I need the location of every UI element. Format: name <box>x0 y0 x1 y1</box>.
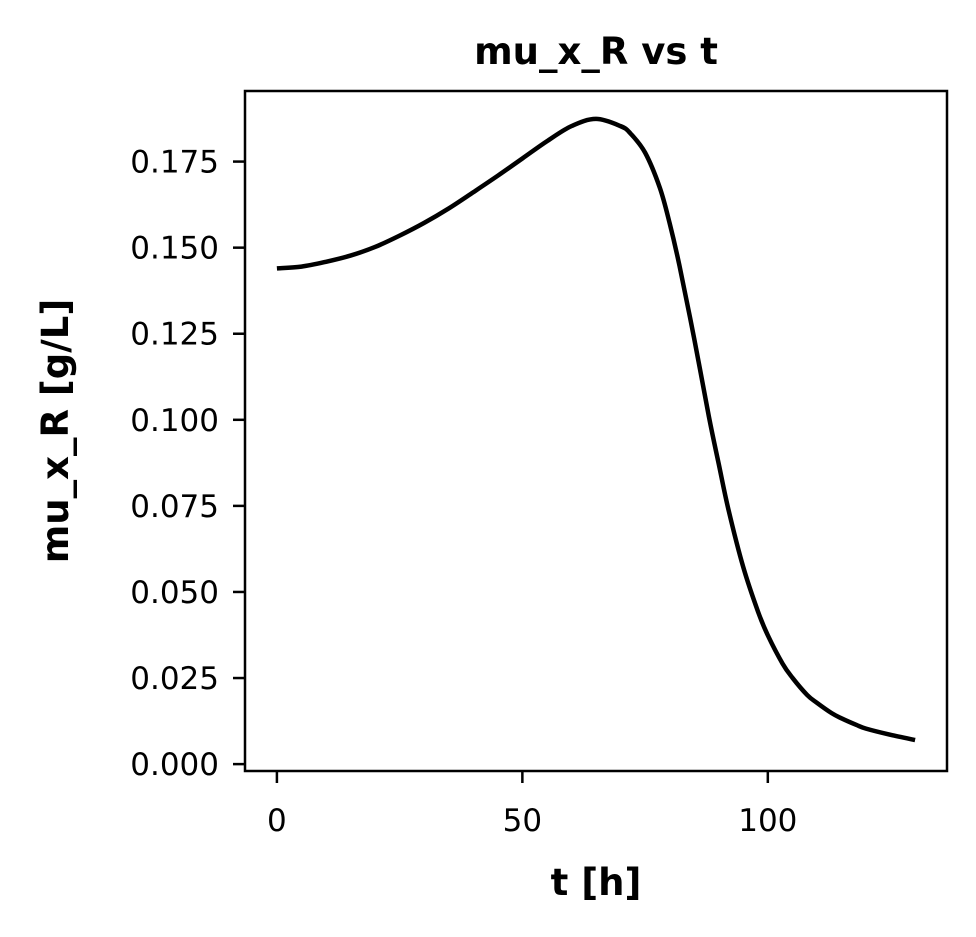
plot-area <box>276 116 916 743</box>
y-tick-label: 0.025 <box>130 661 219 697</box>
series-line <box>276 116 916 743</box>
y-axis-label: mu_x_R [g/L] <box>34 299 77 564</box>
y-tick-label: 0.075 <box>130 489 219 525</box>
x-axis-label: t [h] <box>551 861 642 904</box>
x-tick-label: 100 <box>738 803 797 839</box>
y-tick-label: 0.175 <box>130 145 219 181</box>
x-tick-label: 50 <box>503 803 542 839</box>
chart-title: mu_x_R vs t <box>474 30 718 73</box>
y-tick-label: 0.150 <box>130 231 219 267</box>
plot-frame <box>243 89 949 773</box>
y-tick-label: 0.000 <box>130 747 219 783</box>
x-tick-label: 0 <box>267 803 287 839</box>
y-tick-label: 0.100 <box>130 403 219 439</box>
x-axis: 0 50 100 <box>267 771 797 839</box>
y-tick-label: 0.125 <box>130 317 219 353</box>
y-tick-label: 0.050 <box>130 575 219 611</box>
y-axis: 0.000 0.025 0.050 0.075 0.100 0.125 0.150 0.175 <box>130 145 245 783</box>
